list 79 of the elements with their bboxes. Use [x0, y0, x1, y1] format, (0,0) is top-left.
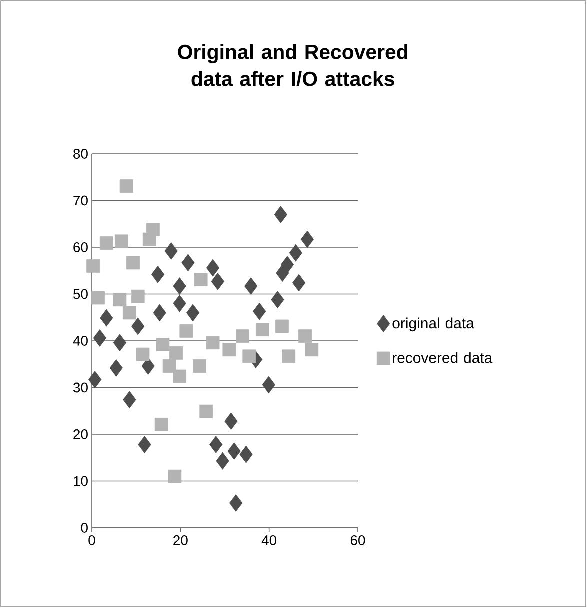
x-tick-label: 20 [174, 536, 188, 546]
point [156, 338, 170, 352]
point [173, 294, 186, 312]
point [142, 358, 155, 375]
point [236, 330, 250, 344]
point [115, 234, 128, 248]
y-tick-label: 10 [74, 476, 88, 486]
point [206, 336, 220, 350]
y-tick-label: 20 [74, 430, 88, 440]
chart-title: Original and Recovered data after I/O attacks [178, 44, 408, 87]
point [164, 242, 178, 260]
point [110, 359, 123, 377]
point [162, 360, 176, 373]
point [170, 346, 183, 360]
point [274, 206, 288, 224]
point [211, 272, 224, 290]
point [230, 494, 243, 512]
legend-label: recovered data [393, 352, 493, 364]
point [151, 266, 165, 284]
point [253, 302, 266, 320]
point [93, 330, 107, 347]
point [120, 180, 134, 193]
y-tick-label: 50 [74, 289, 88, 300]
point [240, 446, 253, 464]
y-tick-label: 60 [74, 242, 88, 252]
point [194, 273, 208, 286]
point [275, 320, 289, 334]
point [131, 290, 145, 304]
point [153, 304, 166, 322]
point [200, 404, 214, 418]
point [122, 306, 136, 320]
point [271, 291, 284, 309]
point [298, 330, 312, 344]
point [206, 259, 220, 277]
point [276, 264, 290, 282]
point [126, 256, 140, 270]
point [100, 309, 114, 327]
point [300, 230, 314, 248]
point [224, 412, 238, 430]
point [168, 470, 182, 484]
point [142, 232, 156, 246]
point [154, 418, 168, 432]
point [222, 343, 236, 357]
point [305, 343, 319, 357]
point [132, 318, 145, 336]
point [100, 236, 114, 250]
point [138, 436, 152, 454]
point [228, 442, 241, 460]
legend-label: original data [392, 318, 474, 332]
point [256, 323, 270, 336]
y-tick-label: 70 [74, 196, 88, 206]
point [186, 304, 200, 322]
point [262, 376, 276, 394]
point [113, 293, 127, 307]
point [210, 436, 223, 454]
point [289, 244, 303, 262]
point [88, 371, 102, 389]
point [292, 274, 306, 292]
x-tick-label: 40 [262, 536, 277, 546]
point [136, 348, 150, 362]
point [123, 391, 136, 409]
point [92, 291, 105, 305]
y-tick-label: 0 [81, 523, 88, 533]
point [182, 254, 195, 272]
point [180, 324, 194, 338]
y-tick-label: 30 [73, 382, 88, 393]
x-tick-label: 0 [88, 536, 96, 546]
point [216, 452, 230, 470]
point [282, 350, 296, 364]
y-tick-label: 80 [74, 149, 88, 159]
point [193, 360, 206, 373]
point [173, 370, 186, 384]
point [244, 278, 258, 296]
point [113, 334, 127, 352]
point [86, 260, 100, 273]
point [242, 350, 256, 364]
y-tick-label: 40 [73, 336, 88, 346]
point [173, 278, 186, 296]
x-tick-label: 60 [350, 536, 366, 546]
